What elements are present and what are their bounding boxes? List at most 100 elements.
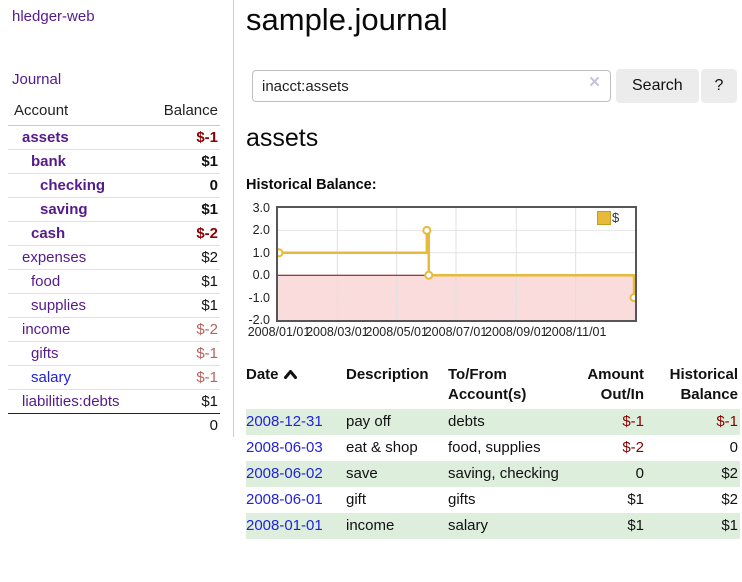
account-row: bank $1 (8, 149, 220, 174)
nav-journal-link[interactable]: Journal (12, 71, 62, 88)
register-row: 2008-12-31 pay off debts $-1 $-1 (246, 409, 740, 435)
account-row: saving $1 (8, 197, 220, 222)
page-title: sample.journal (246, 2, 448, 37)
brand-link[interactable]: hledger-web (12, 8, 95, 25)
account-row: checking 0 (8, 173, 220, 198)
transaction-date-link[interactable]: 2008-06-03 (246, 439, 323, 456)
account-balance: $-1 (144, 365, 220, 390)
register-table: Date Description To/From Account(s) Amou… (246, 363, 740, 539)
accounts-header-balance: Balance (144, 98, 220, 126)
register-header-account: To/From Account(s) (448, 366, 527, 403)
account-balance: $1 (144, 197, 220, 222)
account-balance: $1 (144, 269, 220, 294)
transaction-date-link[interactable]: 2008-06-01 (246, 491, 323, 508)
balance-chart-canvas (278, 208, 635, 320)
account-link[interactable]: assets (22, 129, 69, 146)
account-link[interactable]: supplies (31, 297, 87, 314)
accounts-header-account: Account (8, 98, 145, 126)
x-axis-tick: 2008/09/01 (485, 325, 548, 339)
transaction-balance: $1 (721, 517, 738, 534)
transaction-amount: $-2 (622, 439, 644, 456)
register-row: 2008-06-02 save saving, checking 0 $2 (246, 461, 740, 487)
account-link[interactable]: cash (31, 225, 66, 242)
transaction-accounts: salary (448, 517, 489, 534)
y-axis-tick: 0.0 (252, 268, 270, 283)
transaction-balance: $2 (721, 491, 738, 508)
register-row: 2008-06-03 eat & shop food, supplies $-2 0 (246, 435, 740, 461)
accounts-total-row: 0 (8, 413, 220, 437)
account-balance: 0 (144, 173, 220, 198)
accounts-total-balance: 0 (144, 413, 220, 437)
account-link[interactable]: bank (31, 153, 67, 170)
account-balance: $1 (144, 149, 220, 174)
transaction-amount: $1 (627, 491, 644, 508)
x-axis-tick: 2008/03/01 (306, 325, 369, 339)
chart-heading: Historical Balance: (246, 177, 377, 193)
x-axis-tick: 2008/05/01 (365, 325, 428, 339)
transaction-balance: 0 (729, 439, 738, 456)
account-balance: $2 (144, 245, 220, 270)
register-row: 2008-01-01 income salary $1 $1 (246, 513, 740, 539)
accounts-table-body: assets $-1 bank $1 checking 0 saving $1 cash $-2 e… (8, 126, 220, 414)
transaction-date-link[interactable]: 2008-12-31 (246, 413, 323, 430)
account-link[interactable]: salary (31, 369, 72, 386)
account-balance: $-2 (144, 221, 220, 246)
account-balance: $-2 (144, 317, 220, 342)
transaction-description: income (346, 517, 395, 534)
accounts-table: Account Balance assets $-1 bank $1 checking 0… (8, 98, 220, 437)
account-row: assets $-1 (8, 126, 220, 150)
x-axis-tick: 2008/01/01 (247, 325, 311, 339)
transaction-accounts: debts (448, 413, 485, 430)
transaction-amount: $1 (627, 517, 644, 534)
y-axis-tick: -1.0 (248, 290, 270, 305)
transaction-accounts: food, supplies (448, 439, 541, 456)
transaction-amount: 0 (635, 465, 644, 482)
transaction-balance: $-1 (716, 413, 738, 430)
transaction-date-link[interactable]: 2008-01-01 (246, 517, 323, 534)
register-header-description: Description (346, 366, 429, 383)
x-axis-tick: 2008/11/01 (544, 325, 607, 339)
account-row: cash $-2 (8, 221, 220, 246)
balance-chart (276, 206, 637, 322)
account-row: liabilities:debts $1 (8, 389, 220, 414)
account-balance: $-1 (196, 129, 218, 146)
register-header-balance: Historical Balance (669, 366, 738, 403)
y-axis-tick: -2.0 (248, 313, 270, 327)
account-link[interactable]: income (22, 321, 71, 338)
account-balance: $1 (144, 293, 220, 318)
account-heading: assets (246, 124, 319, 152)
clear-search-icon[interactable]: × (589, 72, 601, 93)
search-input[interactable] (252, 70, 611, 102)
help-button[interactable]: ? (701, 69, 737, 103)
transaction-accounts: gifts (448, 491, 476, 508)
register-header-date[interactable]: Date (246, 363, 346, 409)
y-axis-tick: 3.0 (252, 201, 270, 215)
sidebar: hledger-web Journal Account Balance asse… (0, 0, 234, 437)
account-row: income $-2 (8, 317, 220, 342)
register-row: 2008-06-01 gift gifts $1 $2 (246, 487, 740, 513)
account-link[interactable]: saving (40, 201, 88, 218)
register-header-amount: Amount Out/In (587, 366, 644, 403)
account-link[interactable]: liabilities:debts (22, 393, 120, 410)
legend-label: $ (612, 210, 620, 225)
transaction-amount: $-1 (622, 413, 644, 430)
accounts-header-row: Account Balance (8, 98, 220, 126)
account-link[interactable]: gifts (31, 345, 59, 362)
transaction-description: save (346, 465, 378, 482)
transaction-description: gift (346, 491, 367, 508)
account-row: salary $-1 (8, 365, 220, 390)
account-link[interactable]: food (31, 273, 61, 290)
account-row: supplies $1 (8, 293, 220, 318)
transaction-description: eat & shop (346, 439, 418, 456)
x-axis-tick: 2008/07/01 (424, 325, 488, 339)
account-link[interactable]: checking (40, 177, 106, 194)
account-row: food $1 (8, 269, 220, 294)
search-button[interactable]: Search (616, 69, 699, 103)
chart-legend: $ (597, 210, 619, 225)
account-link[interactable]: expenses (22, 249, 87, 266)
transaction-date-link[interactable]: 2008-06-02 (246, 465, 323, 482)
sort-ascending-icon (283, 365, 297, 385)
transaction-balance: $2 (721, 465, 738, 482)
transaction-description: pay off (346, 413, 391, 430)
transaction-accounts: saving, checking (448, 465, 559, 482)
